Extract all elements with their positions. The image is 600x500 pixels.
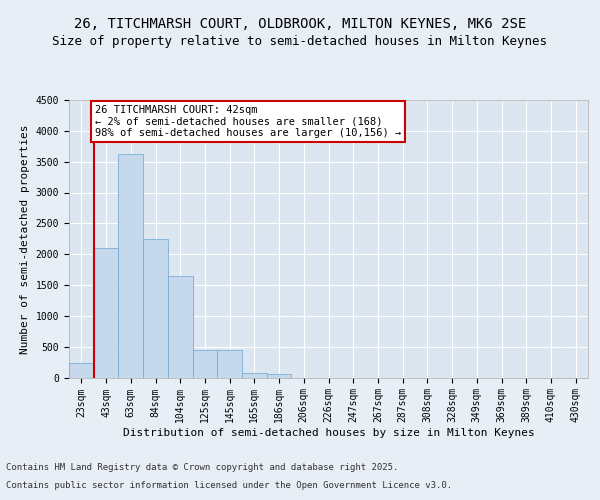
Bar bbox=[168, 276, 193, 378]
Y-axis label: Number of semi-detached properties: Number of semi-detached properties bbox=[20, 124, 30, 354]
Bar bbox=[143, 239, 168, 378]
Bar bbox=[69, 364, 94, 378]
Text: Contains HM Land Registry data © Crown copyright and database right 2025.: Contains HM Land Registry data © Crown c… bbox=[6, 464, 398, 472]
Bar bbox=[267, 374, 292, 378]
X-axis label: Distribution of semi-detached houses by size in Milton Keynes: Distribution of semi-detached houses by … bbox=[122, 428, 535, 438]
Text: Contains public sector information licensed under the Open Government Licence v3: Contains public sector information licen… bbox=[6, 481, 452, 490]
Bar bbox=[94, 248, 118, 378]
Bar bbox=[193, 350, 217, 378]
Bar bbox=[118, 154, 143, 378]
Bar bbox=[217, 350, 242, 378]
Text: Size of property relative to semi-detached houses in Milton Keynes: Size of property relative to semi-detach… bbox=[53, 35, 548, 48]
Bar bbox=[242, 372, 267, 378]
Text: 26, TITCHMARSH COURT, OLDBROOK, MILTON KEYNES, MK6 2SE: 26, TITCHMARSH COURT, OLDBROOK, MILTON K… bbox=[74, 18, 526, 32]
Text: 26 TITCHMARSH COURT: 42sqm
← 2% of semi-detached houses are smaller (168)
98% of: 26 TITCHMARSH COURT: 42sqm ← 2% of semi-… bbox=[95, 105, 401, 138]
